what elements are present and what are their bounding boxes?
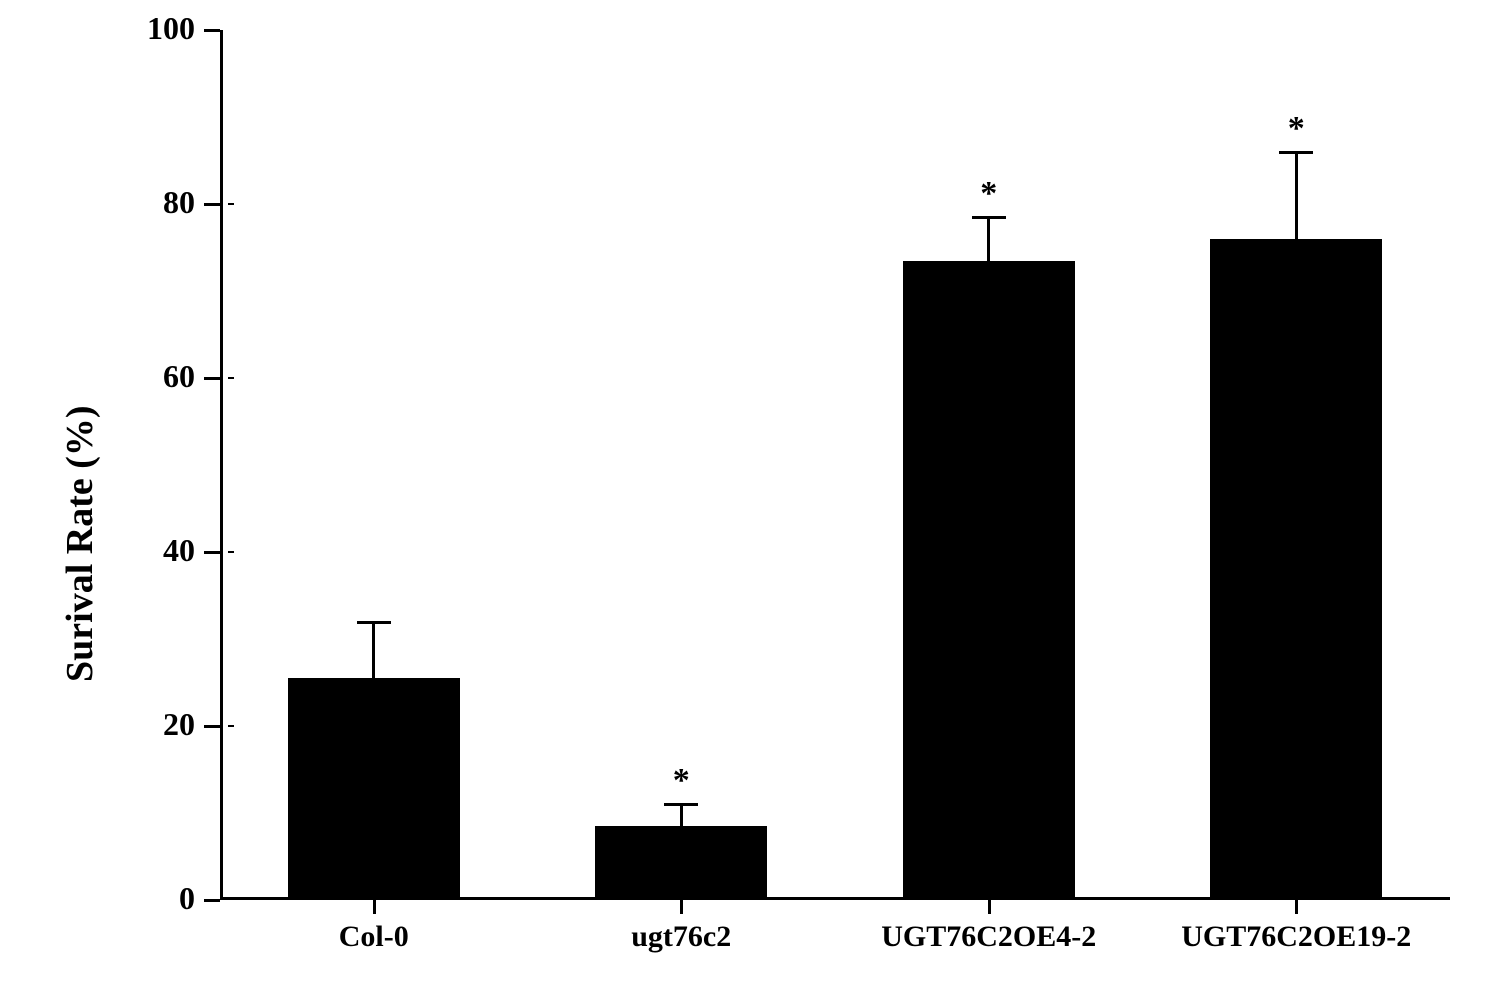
y-tick — [204, 29, 220, 32]
bar — [288, 678, 460, 900]
y-tick — [204, 725, 220, 728]
grid-dot — [228, 725, 234, 727]
error-bar-cap — [664, 803, 698, 806]
x-tick-label: Col-0 — [220, 920, 528, 954]
significance-marker: * — [661, 762, 701, 800]
x-tick — [680, 900, 683, 914]
grid-dot — [228, 377, 234, 379]
x-tick-label: UGT76C2OE19-2 — [1143, 920, 1451, 954]
bar — [595, 826, 767, 900]
error-bar — [680, 804, 683, 826]
y-tick-label: 60 — [100, 358, 195, 395]
error-bar-cap — [972, 216, 1006, 219]
bar — [1210, 239, 1382, 900]
significance-marker: * — [1276, 110, 1316, 148]
significance-marker: * — [969, 175, 1009, 213]
y-tick-label: 40 — [100, 532, 195, 569]
error-bar-cap — [357, 621, 391, 624]
survival-rate-bar-chart: Surival Rate (%) 020406080100Col-0*ugt76… — [0, 0, 1489, 1002]
y-tick-label: 20 — [100, 706, 195, 743]
y-tick — [204, 203, 220, 206]
plot-area: 020406080100Col-0*ugt76c2*UGT76C2OE4-2*U… — [220, 30, 1450, 900]
grid-dot — [228, 203, 234, 205]
x-tick-label: UGT76C2OE4-2 — [835, 920, 1143, 954]
x-tick — [988, 900, 991, 914]
error-bar — [987, 217, 990, 261]
x-tick — [373, 900, 376, 914]
error-bar — [372, 622, 375, 679]
bar — [903, 261, 1075, 900]
y-tick — [204, 551, 220, 554]
error-bar — [1295, 152, 1298, 239]
grid-dot — [228, 551, 234, 553]
y-tick — [204, 377, 220, 380]
x-tick-label: ugt76c2 — [528, 920, 836, 954]
error-bar-cap — [1279, 151, 1313, 154]
y-tick-label: 100 — [100, 10, 195, 47]
y-tick-label: 0 — [100, 880, 195, 917]
y-axis-line — [220, 30, 223, 900]
y-tick — [204, 899, 220, 902]
y-axis-label: Surival Rate (%) — [58, 282, 102, 682]
x-tick — [1295, 900, 1298, 914]
y-tick-label: 80 — [100, 184, 195, 221]
